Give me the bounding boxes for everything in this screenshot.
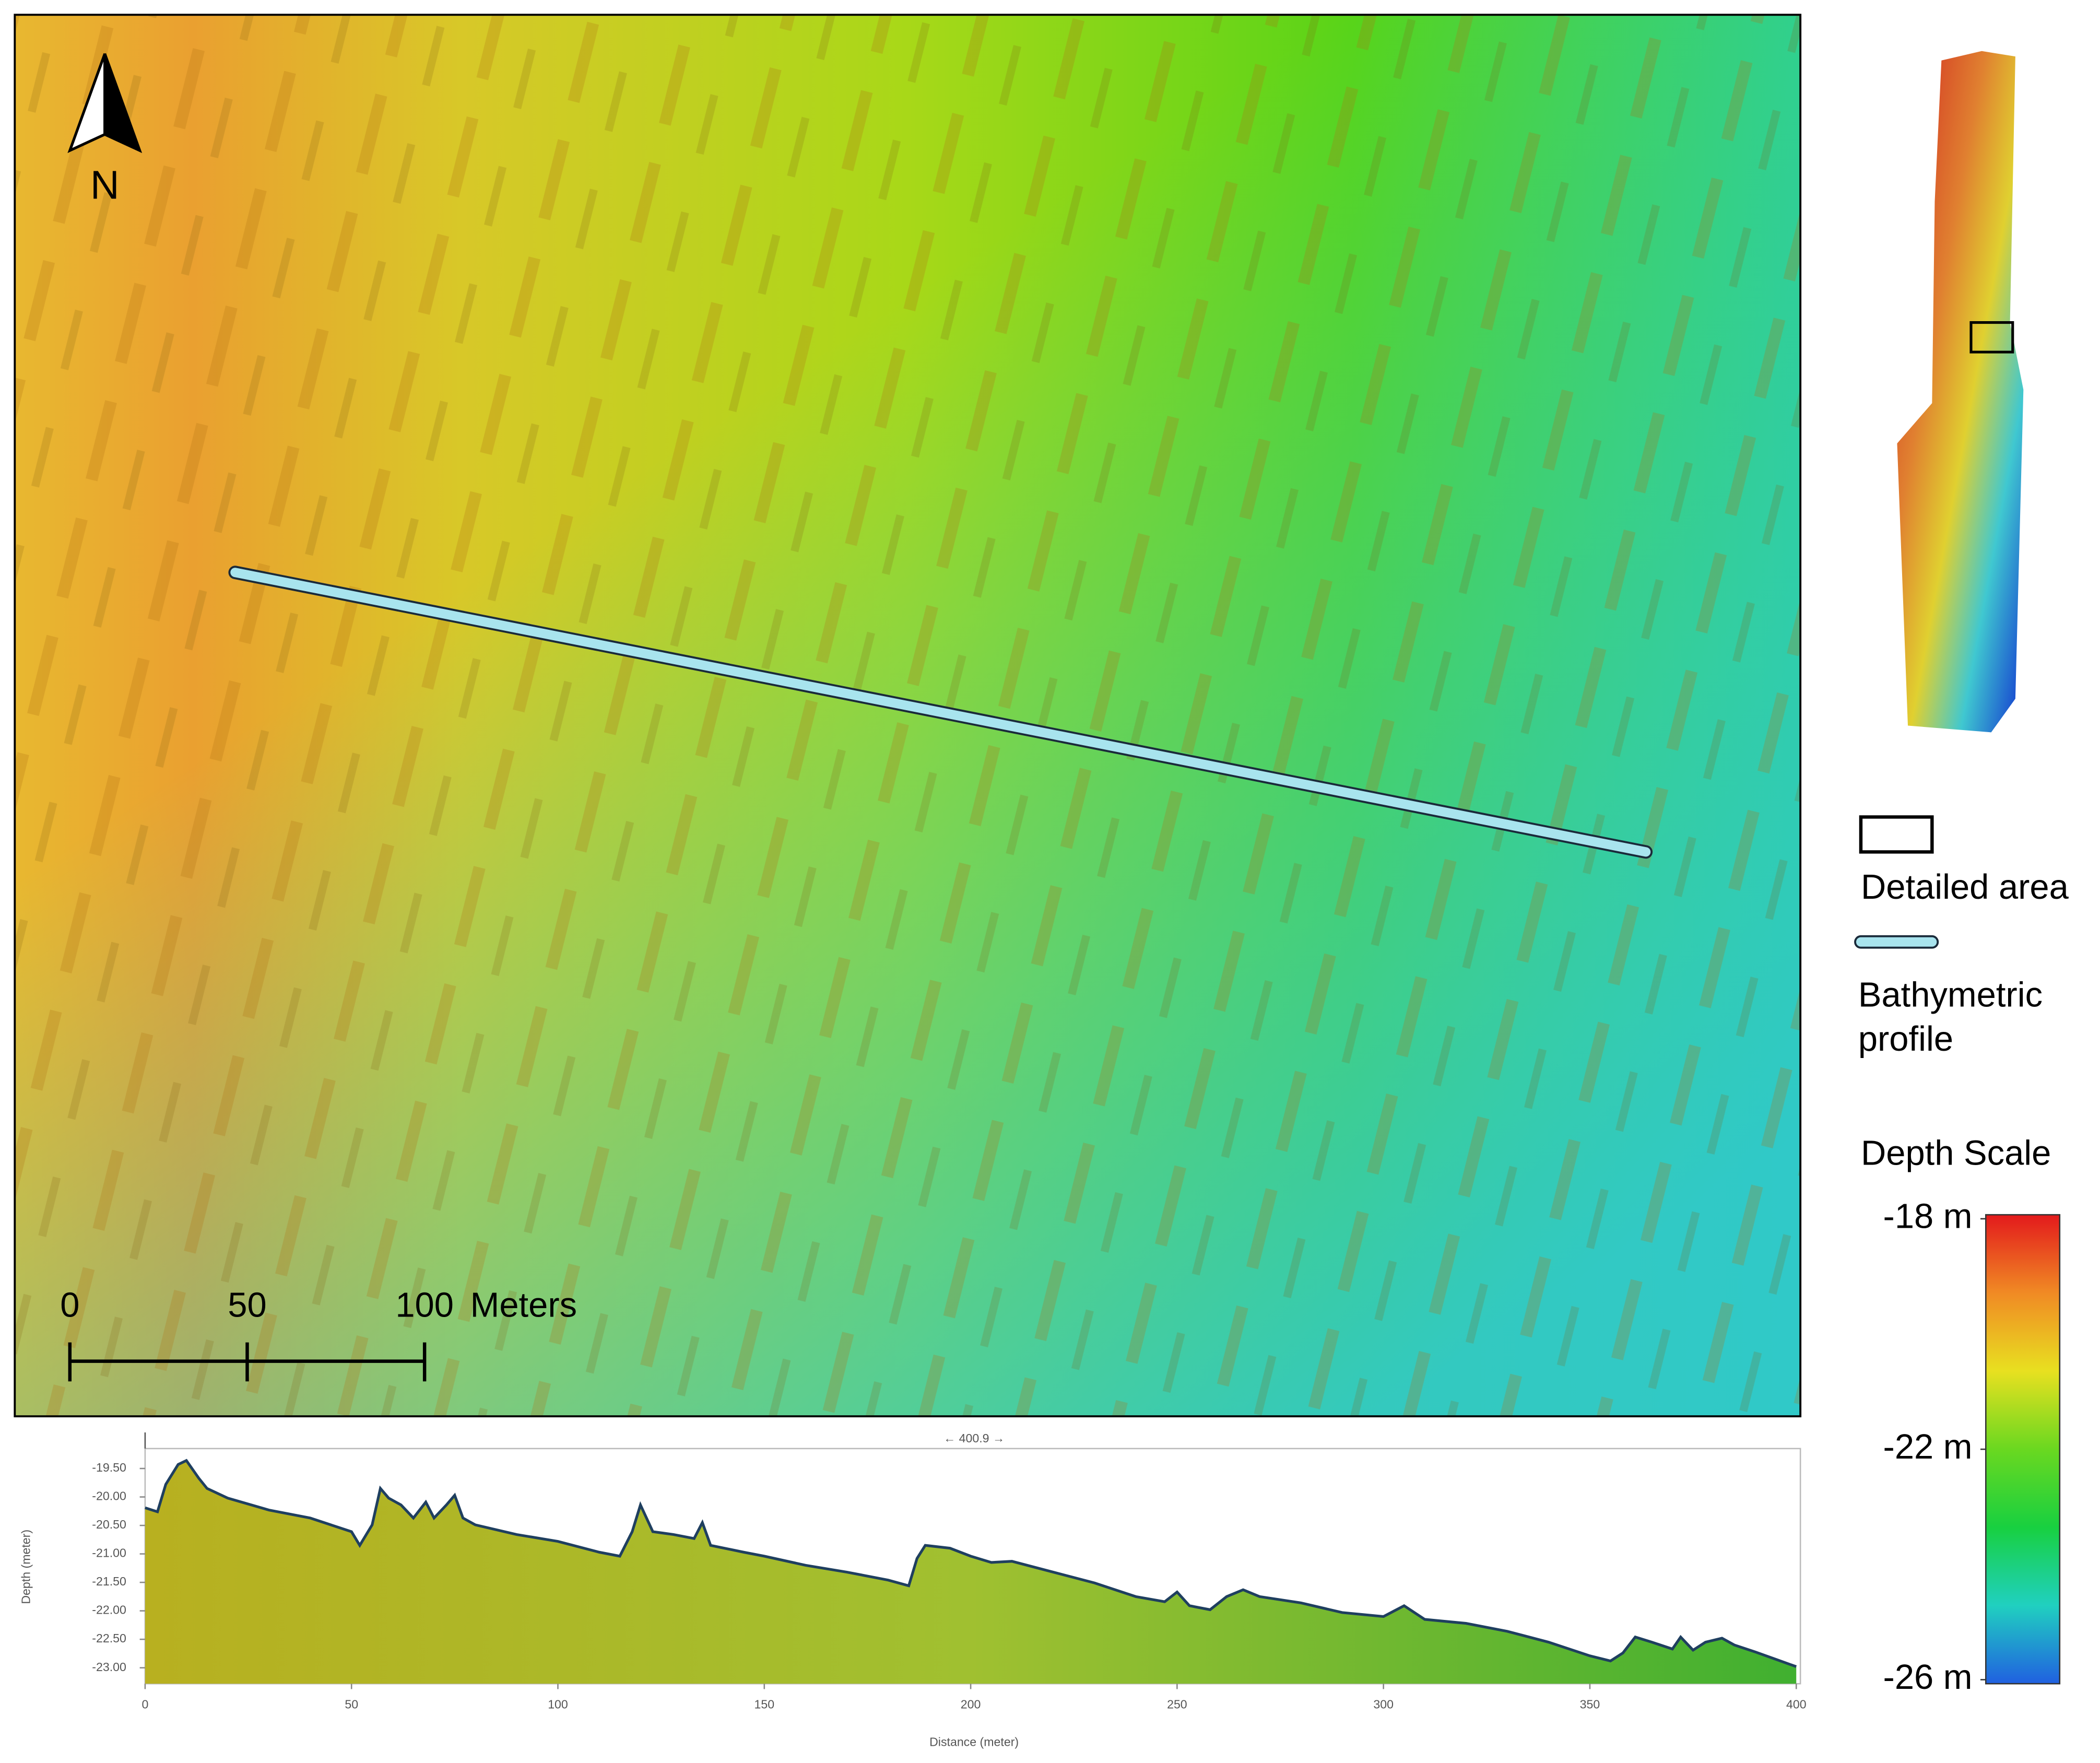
x-axis-label: Distance (meter) [929,1735,1019,1749]
legend-area-symbol [1859,815,1934,854]
x-tick-label: 400 [1786,1697,1807,1711]
map-frame [14,14,1802,1418]
x-tick-label: 300 [1373,1697,1394,1711]
y-tick-label: -21.00 [92,1546,126,1560]
profile-line [145,1459,1797,1668]
y-tick-label: -21.50 [92,1574,126,1588]
chart-annotation: ← 400.9 → [943,1431,1005,1445]
scale-bar-label: 0 [60,1285,79,1324]
north-label: N [90,163,120,208]
colorbar: -18 m -22 m -26 m [1883,1197,2061,1697]
profile-chart: -19.50 -20.00 -20.50 -21.00 -21.50 -22.00 -22.… [92,1459,1807,1711]
x-tick-label: 150 [754,1697,774,1711]
colorbar-label: -22 m [1883,1427,1973,1466]
north-arrow [103,53,143,154]
profile-area [145,1460,1797,1684]
colorbar-label: -18 m [1883,1197,1973,1236]
colorbar-ramp [1985,1214,2061,1685]
x-tick-label: 50 [345,1697,358,1711]
scale-bar-label: 50 [228,1285,266,1324]
y-tick-label: -19.50 [92,1461,126,1474]
inset-detailed-area [1969,321,2014,354]
x-tick-label: 350 [1580,1697,1600,1711]
scale-bar-unit: Meters [470,1285,577,1324]
map-texture [15,15,1801,1417]
colorbar-label: -26 m [1883,1658,1973,1697]
profile-line [230,568,1651,857]
y-tick-label: -23.00 [92,1660,126,1674]
x-tick-label: 200 [961,1697,981,1711]
x-tick-label: 250 [1167,1697,1187,1711]
legend-label-box: Bathymetric profile [1858,974,2043,1059]
x-tick-label: 100 [548,1697,568,1711]
scale-bar-label: 100 [395,1285,454,1324]
x-tick-label: 0 [141,1697,148,1711]
y-tick-label: -22.50 [92,1631,126,1645]
scale-bar: 0 50 100 Meters [60,1285,577,1382]
legend-label: Detailed area [1861,867,2069,907]
y-axis-label: Depth (meter) [19,1530,33,1604]
y-tick-label: -22.00 [92,1603,126,1617]
inset-map [1897,51,2024,733]
y-tick-label: -20.00 [92,1489,126,1503]
legend-label: Bathymetric profile [1858,974,2043,1059]
y-tick-label: -20.50 [92,1518,126,1531]
depth-scale-title: Depth Scale [1861,1134,2051,1173]
